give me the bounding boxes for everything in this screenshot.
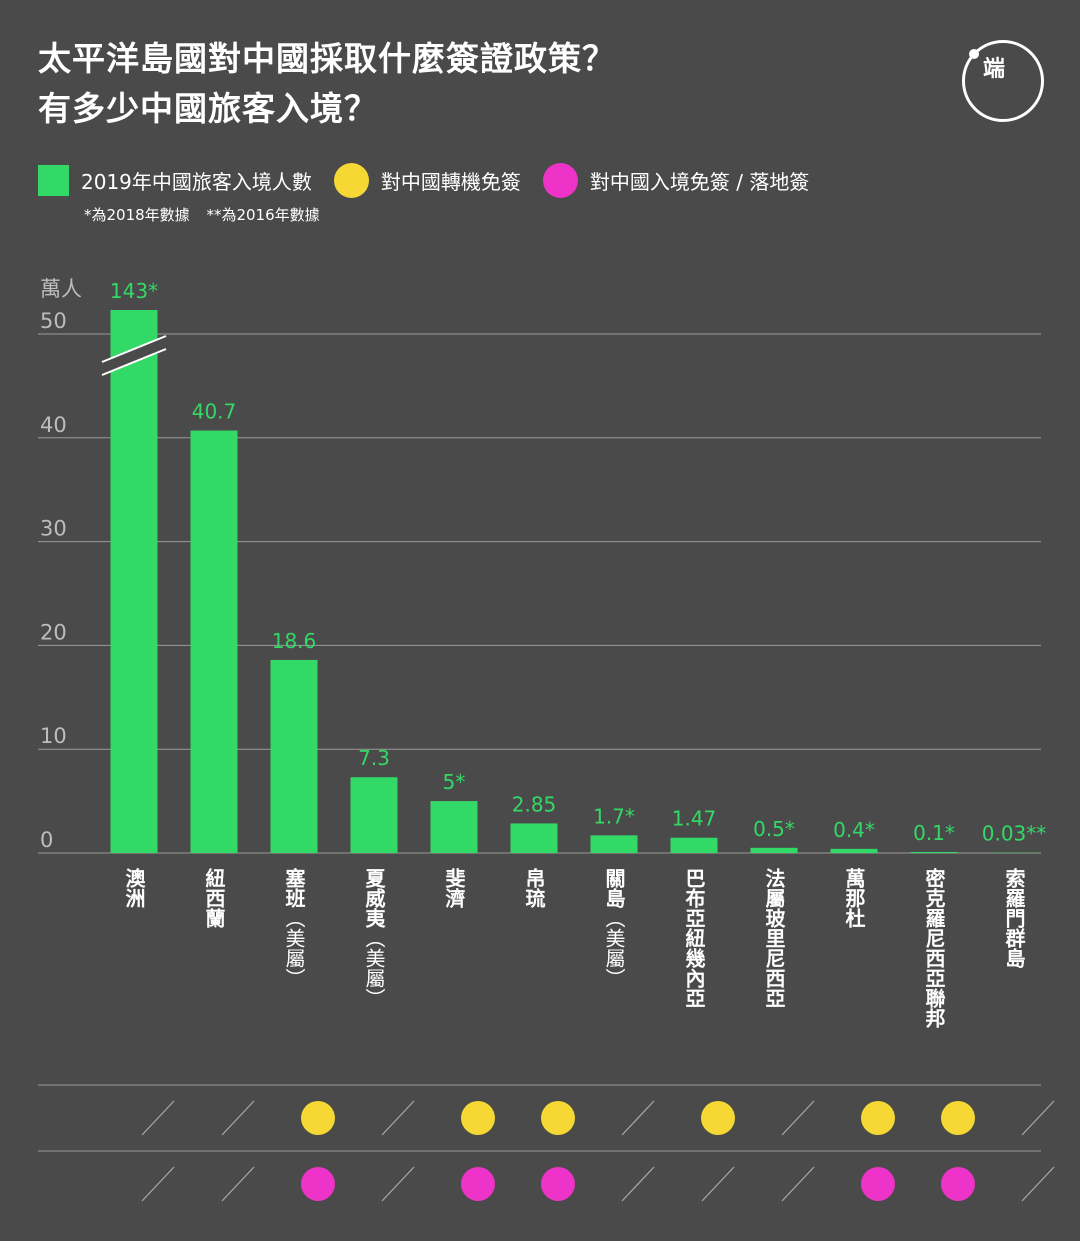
- transit-visa-free-none-slash: [141, 1100, 175, 1136]
- bar: [830, 848, 878, 853]
- data-label: 1.47: [672, 807, 717, 831]
- category-sublabel: （美屬）: [282, 908, 306, 988]
- transit-visa-free-none-slash: [221, 1100, 255, 1136]
- axis-break-line: [101, 335, 167, 363]
- data-notes: *為2018年數據 **為2016年數據: [84, 204, 320, 225]
- y-tick-label: 30: [40, 517, 67, 541]
- note-2016: **為2016年數據: [206, 206, 320, 224]
- logo-glyph: 端: [983, 57, 1006, 82]
- legend-label-visitors: 2019年中國旅客入境人數: [81, 169, 312, 194]
- category-label: 密克羅尼西亞聯邦: [922, 867, 946, 1029]
- transit-visa-free-none-slash: [621, 1100, 655, 1136]
- axis-break-line: [101, 348, 167, 376]
- legend-item-entry: 對中國入境免簽 / 落地簽: [542, 162, 810, 198]
- data-label: 7.3: [358, 746, 390, 770]
- logo-dot: [969, 49, 979, 59]
- legend-swatch-entry: [542, 162, 578, 198]
- category-label: 澳洲: [122, 867, 146, 908]
- data-label: 0.1*: [913, 821, 955, 845]
- bar: [190, 430, 238, 853]
- legend: 2019年中國旅客入境人數 對中國轉機免簽 對中國入境免簽 / 落地簽: [38, 160, 831, 200]
- bar: [670, 837, 718, 853]
- y-tick-label: 0: [40, 828, 53, 852]
- category-label: 法屬玻里尼西亞: [762, 867, 786, 1008]
- category-label: 夏威夷（美屬）: [362, 868, 386, 1008]
- category-label: 帛琉: [522, 867, 546, 909]
- bar: [270, 659, 318, 853]
- transit-visa-free-marker: [861, 1101, 895, 1135]
- legend-item-transit: 對中國轉機免簽: [333, 162, 521, 198]
- y-tick-label: 50: [40, 309, 67, 333]
- title-line-2: 有多少中國旅客入境？: [38, 89, 378, 128]
- y-tick-label: 20: [40, 620, 67, 644]
- category-sublabel: （美屬）: [602, 908, 626, 988]
- category-label: 關島（美屬）: [602, 868, 626, 988]
- bar: [590, 835, 638, 853]
- data-label: 0.4*: [833, 818, 875, 842]
- legend-swatch-bar: [38, 164, 69, 196]
- category-label: 索羅門群島: [1002, 867, 1026, 968]
- transit-visa-free-marker: [701, 1101, 735, 1135]
- transit-visa-free-marker: [941, 1101, 975, 1135]
- bar: [910, 851, 958, 853]
- note-2018: *為2018年數據: [84, 206, 190, 224]
- data-label: 0.5*: [753, 817, 795, 841]
- legend-swatch-transit: [333, 162, 369, 198]
- category-sublabel: （美屬）: [362, 928, 386, 1008]
- entry-visa-free-marker: [461, 1167, 495, 1201]
- bar: [110, 310, 158, 853]
- entry-visa-free-marker: [541, 1167, 575, 1201]
- entry-visa-free-none-slash: [781, 1166, 815, 1202]
- entry-visa-free-none-slash: [1021, 1166, 1055, 1202]
- logo: 端: [962, 40, 1044, 122]
- data-label: 2.85: [512, 792, 557, 816]
- data-label: 5*: [443, 770, 466, 794]
- entry-visa-free-none-slash: [141, 1166, 175, 1202]
- category-label: 巴布亞紐幾內亞: [682, 868, 706, 1008]
- entry-visa-free-none-slash: [221, 1166, 255, 1202]
- y-axis-unit: 萬人: [40, 277, 82, 301]
- entry-visa-free-marker: [861, 1167, 895, 1201]
- category-label: 紐西蘭: [202, 867, 226, 929]
- category-label: 斐濟: [442, 867, 466, 909]
- entry-visa-free-marker: [941, 1167, 975, 1201]
- bar: [750, 847, 798, 853]
- transit-visa-free-marker: [541, 1101, 575, 1135]
- title-line-1: 太平洋島國對中國採取什麼簽證政策？: [38, 39, 616, 78]
- data-label: 0.03**: [982, 822, 1047, 846]
- chart-title: 太平洋島國對中國採取什麼簽證政策？ 有多少中國旅客入境？: [38, 34, 616, 134]
- legend-label-entry: 對中國入境免簽 / 落地簽: [589, 169, 810, 194]
- transit-visa-free-none-slash: [781, 1100, 815, 1136]
- data-label: 1.7*: [593, 804, 635, 828]
- bar: [350, 777, 398, 853]
- data-label: 18.6: [272, 629, 317, 653]
- bar: [510, 823, 558, 853]
- transit-visa-free-marker: [301, 1101, 335, 1135]
- category-label: 塞班（美屬）: [282, 867, 306, 988]
- bar: [430, 801, 478, 853]
- legend-item-visitors: 2019年中國旅客入境人數: [38, 164, 312, 196]
- y-tick-label: 40: [40, 413, 67, 437]
- data-label: 40.7: [192, 400, 237, 424]
- entry-visa-free-none-slash: [621, 1166, 655, 1202]
- transit-visa-free-none-slash: [1021, 1100, 1055, 1136]
- transit-visa-free-none-slash: [381, 1100, 415, 1136]
- entry-visa-free-none-slash: [381, 1166, 415, 1202]
- entry-visa-free-none-slash: [701, 1166, 735, 1202]
- legend-label-transit: 對中國轉機免簽: [380, 169, 521, 194]
- entry-visa-free-marker: [301, 1167, 335, 1201]
- y-tick-label: 10: [40, 724, 67, 748]
- category-label: 萬那杜: [842, 868, 866, 928]
- axis-break-gap: [102, 336, 166, 375]
- data-label: 143*: [110, 279, 158, 303]
- transit-visa-free-marker: [461, 1101, 495, 1135]
